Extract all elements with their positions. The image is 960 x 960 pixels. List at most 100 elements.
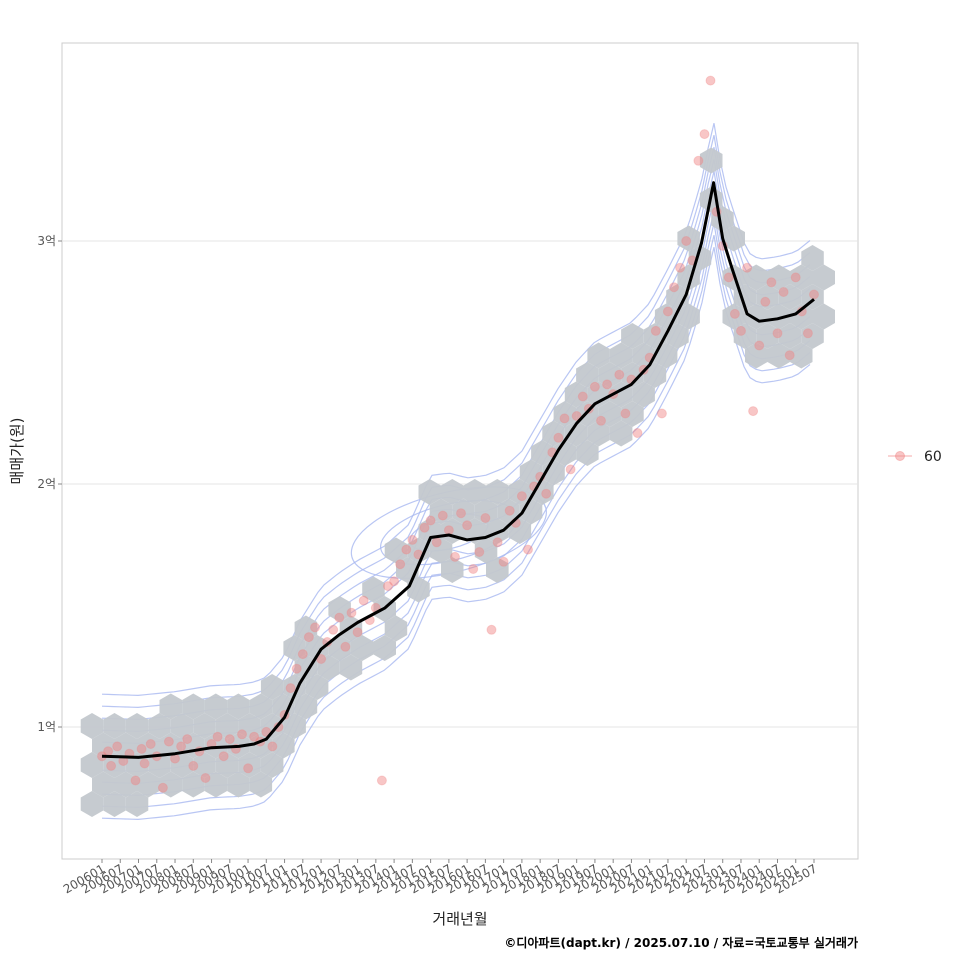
hexbin-cell — [677, 225, 700, 252]
hexbin-cell — [317, 654, 340, 681]
data-point — [328, 624, 339, 635]
hexbin-cell — [643, 362, 667, 388]
data-point — [778, 287, 789, 297]
data-point — [212, 731, 223, 742]
data-point — [340, 641, 351, 652]
data-point — [760, 296, 771, 307]
hexbin-cell — [519, 459, 543, 486]
data-point — [376, 775, 387, 786]
data-point — [218, 751, 229, 762]
data-point — [669, 282, 679, 293]
hexbin-cell — [778, 284, 802, 310]
hexbin-cell — [598, 362, 622, 388]
hexbin-cell — [294, 693, 318, 720]
data-point — [401, 544, 412, 555]
hexbin-cell — [204, 732, 228, 759]
data-point — [358, 595, 369, 606]
data-point — [602, 379, 613, 390]
data-point — [571, 411, 582, 421]
hexbin-cell — [227, 771, 250, 798]
data-point — [182, 734, 193, 745]
hexbin-cell — [182, 693, 205, 720]
hexbin-cell — [193, 713, 216, 739]
hexbin-cell — [103, 752, 126, 778]
data-point — [267, 741, 278, 752]
data-point — [139, 758, 150, 769]
data-point — [729, 308, 740, 319]
data-point — [699, 129, 710, 140]
data-point — [596, 415, 606, 426]
hexbin-cell — [238, 752, 261, 778]
data-point — [456, 508, 466, 519]
hexbin-cell — [463, 479, 486, 505]
data-point — [437, 510, 448, 521]
hexbin-cell — [260, 674, 284, 700]
data-point — [468, 564, 479, 574]
hexbin-cell — [801, 323, 824, 349]
hexbin-cell — [148, 713, 171, 739]
data-point — [736, 325, 746, 336]
y-tick-label: 1억 — [37, 720, 56, 734]
data-point — [492, 537, 503, 548]
hexbin-cell — [677, 303, 700, 330]
data-point — [389, 576, 400, 587]
hexbin-cell — [756, 284, 779, 310]
data-point — [103, 746, 114, 757]
hexbin-cell — [722, 225, 745, 252]
hexbin-cell — [621, 362, 644, 388]
data-point — [163, 736, 174, 747]
caption: ©디아파트(dapt.kr) / 2025.07.10 / 자료=국토교통부 실… — [504, 935, 858, 950]
data-point — [498, 556, 509, 567]
hexbin-cell — [722, 303, 745, 330]
data-point — [297, 649, 308, 660]
data-point — [632, 428, 643, 438]
hexbin-cell — [407, 537, 430, 564]
hexbin-cell — [745, 303, 768, 330]
hexbin-cell — [260, 752, 284, 778]
data-point — [523, 544, 533, 555]
hexbin-cell — [137, 771, 160, 798]
hexbin-cell — [790, 303, 813, 330]
data-point — [486, 624, 497, 635]
hexbin-cell — [182, 771, 205, 798]
y-axis-ticks: 1억 2억 3억 — [37, 234, 62, 734]
hexbin-cell — [733, 323, 757, 349]
hexbin-cell — [103, 791, 126, 817]
y-tick-label: 3억 — [37, 234, 56, 248]
hexbin-cell — [609, 342, 633, 369]
data-point — [188, 760, 199, 771]
hexbin-cell — [621, 323, 644, 349]
hexbin-cell — [125, 713, 149, 739]
hexbin-cell — [790, 264, 813, 291]
data-point — [249, 731, 260, 742]
hexbin-cell — [384, 537, 408, 564]
hexbin-cell — [215, 752, 239, 778]
hexbin-cell — [238, 713, 261, 739]
data-point — [553, 432, 564, 443]
hexbin-cell — [384, 615, 408, 642]
hexbin-cell — [745, 342, 768, 369]
data-point — [346, 607, 357, 618]
data-point — [772, 328, 783, 339]
data-point — [675, 262, 686, 273]
hexbin-cell — [474, 498, 498, 525]
hexbin-cell — [350, 635, 374, 661]
data-point — [504, 505, 515, 516]
data-point — [650, 325, 661, 336]
hexbin-cell — [305, 674, 329, 700]
legend-point-icon — [895, 451, 905, 461]
hexbin-cell — [452, 498, 475, 525]
hexbin-cell — [587, 381, 610, 408]
hexbin-cell — [170, 752, 194, 778]
hexbin-cell — [92, 771, 115, 798]
hexbin-cell — [418, 479, 441, 505]
hexbin-cell — [564, 420, 588, 447]
hexbin-cell — [474, 537, 498, 564]
data-point — [462, 520, 473, 531]
hexbin-cell — [767, 342, 790, 369]
data-point — [176, 741, 187, 752]
hexbin-cell — [159, 693, 183, 720]
hexbin-cell — [272, 732, 295, 759]
contour-line-0 — [101, 123, 811, 697]
data-point — [106, 760, 117, 771]
